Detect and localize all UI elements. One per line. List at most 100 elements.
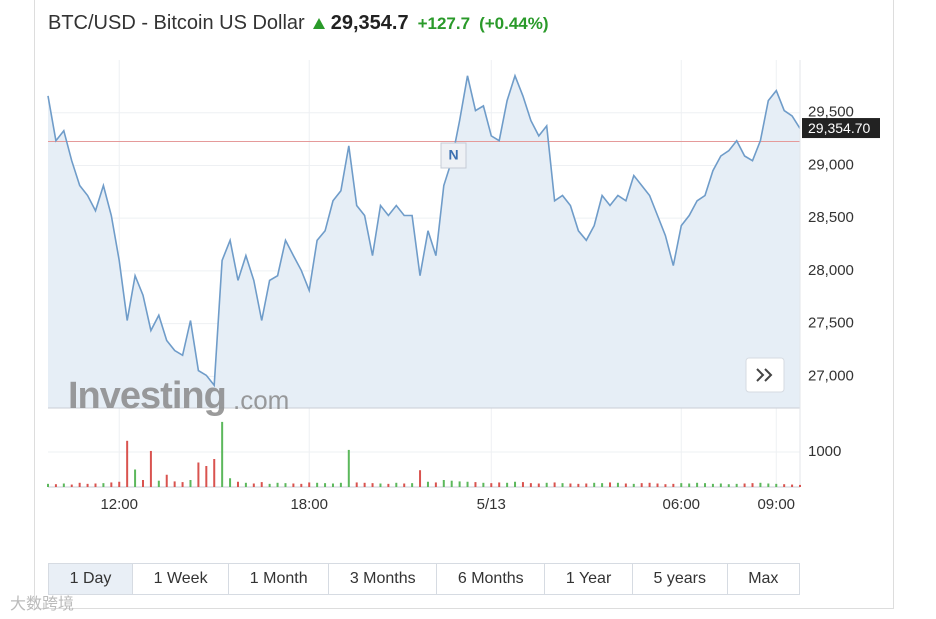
volume-bar [672, 483, 675, 487]
volume-bar [252, 483, 255, 487]
volume-bar [719, 483, 722, 487]
news-marker: N [440, 142, 467, 169]
volume-bar [569, 483, 572, 487]
volume-bar [727, 484, 730, 487]
volume-bar [506, 482, 509, 487]
volume-bar [260, 482, 263, 487]
period-tab[interactable]: 6 Months [437, 564, 546, 594]
period-tab[interactable]: 3 Months [329, 564, 438, 594]
volume-bar [624, 483, 627, 487]
volume-bar [229, 478, 232, 487]
volume-bar [165, 474, 168, 487]
period-tab[interactable]: 1 Week [133, 564, 230, 594]
x-tick-label: 5/13 [477, 496, 506, 513]
volume-bar [173, 481, 176, 487]
volume-bar [70, 484, 73, 487]
price-area [48, 75, 800, 409]
volume-bar [743, 483, 746, 487]
volume-bar [799, 484, 801, 487]
y-tick-label: 29,000 [808, 156, 854, 173]
period-tab[interactable]: 1 Month [229, 564, 330, 594]
volume-bar [601, 483, 604, 487]
y-tick-label: 29,500 [808, 104, 854, 121]
volume-bar [94, 483, 97, 487]
volume-bar [141, 480, 144, 487]
volume-tick-label: 1000 [808, 443, 841, 460]
volume-bar [411, 483, 414, 487]
volume-bar [331, 483, 334, 487]
change: +127.7 [417, 14, 471, 33]
volume-bar [379, 483, 382, 487]
watermark-brand: Investing [68, 375, 226, 417]
volume-bar [339, 482, 342, 487]
volume-bar [783, 484, 786, 487]
volume-bar [205, 466, 208, 487]
volume-bar [244, 482, 247, 487]
volume-bar [62, 483, 65, 487]
volume-bar [292, 483, 295, 487]
volume-bar [300, 483, 303, 487]
volume-bar [308, 482, 311, 487]
y-tick-label: 28,000 [808, 262, 854, 279]
volume-bar [656, 483, 659, 487]
volume-bar [482, 482, 485, 487]
volume-bar [537, 483, 540, 487]
volume-bar [498, 482, 501, 487]
volume-bar [213, 459, 216, 487]
period-tab[interactable]: 1 Year [545, 564, 633, 594]
volume-bar [268, 483, 271, 487]
x-tick-label: 18:00 [290, 496, 328, 513]
volume-bar [688, 483, 691, 487]
volume-bar [426, 481, 429, 487]
volume-bar [466, 481, 469, 487]
up-arrow [312, 18, 325, 29]
corner-watermark: 大数跨境 [10, 596, 75, 613]
volume-bar [648, 482, 651, 487]
volume-bar [561, 483, 564, 487]
x-tick-label: 09:00 [757, 496, 795, 513]
volume-bar [324, 483, 327, 487]
volume-bar [347, 449, 350, 487]
volume-bar [593, 482, 596, 487]
volume-bar [474, 482, 477, 487]
scroll-arrows [756, 368, 773, 382]
price-line [47, 73, 801, 388]
y-tick-label: 28,500 [808, 209, 854, 226]
last-price-label: 29,354.70 [808, 120, 870, 136]
volume-bar [521, 482, 524, 487]
period-tab[interactable]: 1 Day [49, 564, 134, 594]
volume-bar [585, 483, 588, 487]
volume-bar [284, 483, 287, 487]
volume-bar [632, 483, 635, 487]
volume-bar [458, 481, 461, 487]
volume-bar [450, 480, 453, 487]
volume-bar [371, 483, 374, 487]
volume-bar [189, 480, 192, 487]
volume-bar [767, 483, 770, 487]
volume-bar [54, 484, 57, 487]
volume-bar [529, 483, 532, 487]
volume-bar [221, 421, 224, 487]
volume-bar [395, 482, 398, 487]
volume-bar [735, 483, 738, 487]
period-tab[interactable]: 5 years [633, 564, 728, 594]
volume-bar [704, 483, 707, 487]
volume-bar [403, 483, 406, 487]
volume-bar [47, 483, 49, 487]
volume-bar [316, 482, 319, 487]
y-tick-label: 27,000 [808, 367, 854, 384]
volume-bar [363, 482, 366, 487]
volume-bar [419, 470, 422, 487]
volume-bar [134, 469, 137, 487]
frame [34, 0, 894, 609]
volume-bar [664, 484, 667, 487]
scroll-button[interactable] [745, 357, 785, 393]
news-marker-label: N [448, 147, 458, 163]
volume-bar [711, 483, 714, 487]
volume-bar [197, 462, 200, 487]
volume-bar [118, 481, 121, 487]
period-tab[interactable]: Max [748, 570, 779, 587]
volume-bar [640, 483, 643, 487]
